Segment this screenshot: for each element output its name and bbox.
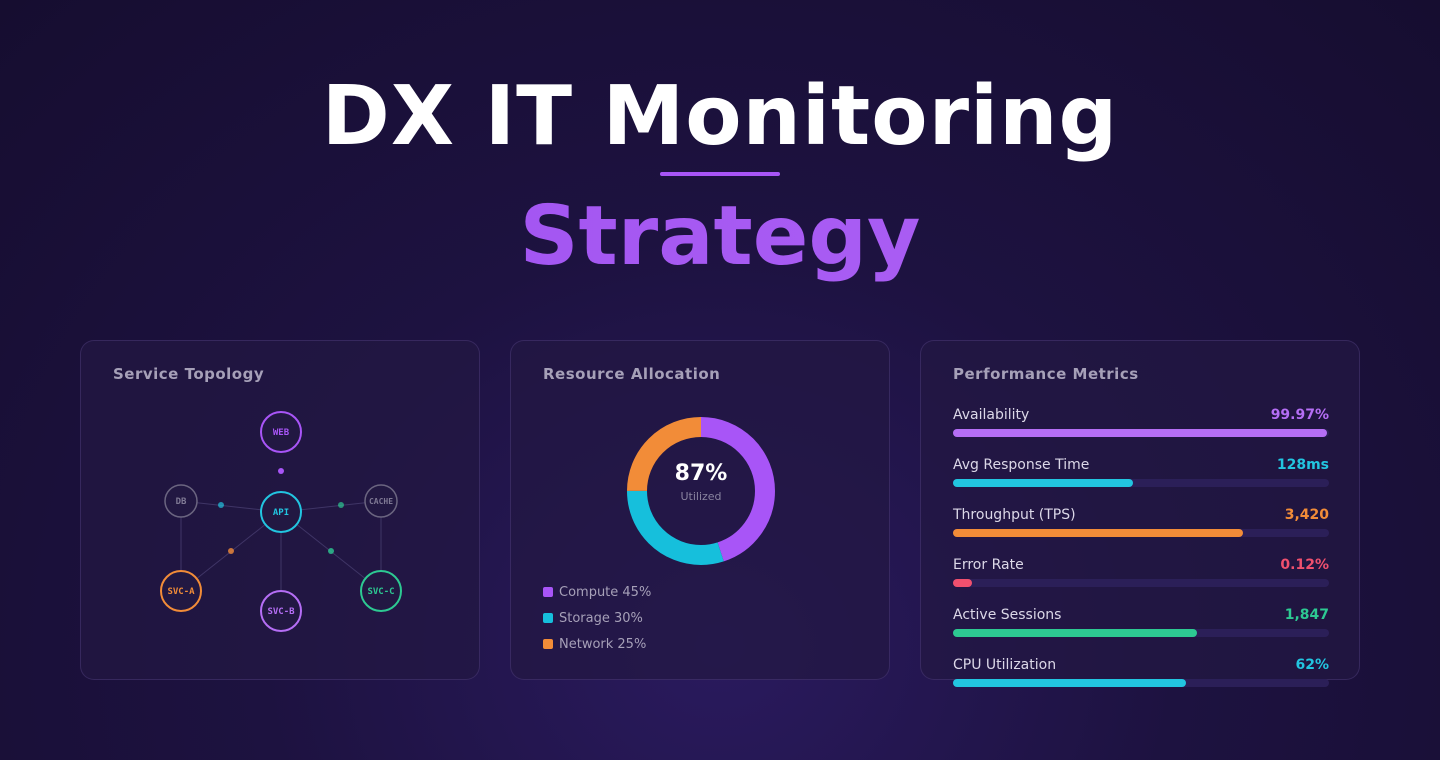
node-label-db: DB <box>176 497 187 507</box>
metric-track <box>953 579 1329 587</box>
metric-throughput: Throughput (TPS) 3,420 <box>953 507 1329 557</box>
node-svc-a[interactable]: SVC-A <box>160 570 202 612</box>
metric-cpu-utilization: CPU Utilization 62% <box>953 657 1329 707</box>
resource-allocation-card: Resource Allocation 87% Utilized Compute… <box>510 340 890 680</box>
legend-swatch <box>543 639 553 649</box>
metric-label: Avg Response Time <box>953 457 1090 473</box>
metric-fill <box>953 629 1198 637</box>
metric-value: 1,847 <box>1284 607 1329 623</box>
metric-track <box>953 529 1329 537</box>
metric-value: 0.12% <box>1280 557 1329 573</box>
node-svc-c[interactable]: SVC-C <box>360 570 402 612</box>
metric-label: Error Rate <box>953 557 1024 573</box>
node-label-cache: CACHE <box>369 497 393 506</box>
metric-label: CPU Utilization <box>953 657 1057 673</box>
donut-segment-network <box>627 417 775 565</box>
legend-swatch <box>543 587 553 597</box>
packet-dot <box>328 548 334 554</box>
card-title: Service Topology <box>113 365 265 383</box>
donut-segment-storage <box>627 417 775 565</box>
metric-label: Active Sessions <box>953 607 1062 623</box>
legend-item-storage: Storage 30% <box>543 605 651 631</box>
metric-fill <box>953 579 972 587</box>
legend-item-compute: Compute 45% <box>543 579 651 605</box>
node-label-svc-c: SVC-C <box>367 587 394 597</box>
metric-label: Throughput (TPS) <box>953 507 1076 523</box>
legend-label: Compute 45% <box>559 584 652 600</box>
metric-error-rate: Error Rate 0.12% <box>953 557 1329 607</box>
node-label-svc-a: SVC-A <box>167 587 195 597</box>
packet-dot <box>218 502 224 508</box>
node-cache[interactable]: CACHE <box>364 484 398 518</box>
card-title: Performance Metrics <box>953 365 1139 383</box>
node-api[interactable]: API <box>260 491 302 533</box>
performance-metrics-card: Performance Metrics Availability 99.97% … <box>920 340 1360 687</box>
metric-active-sessions: Active Sessions 1,847 <box>953 607 1329 657</box>
page-title: DX IT Monitoring <box>321 69 1119 164</box>
metric-availability: Availability 99.97% <box>953 407 1329 457</box>
node-svc-b[interactable]: SVC-B <box>260 590 302 632</box>
packet-dot <box>338 502 344 508</box>
utilization-value: 87% <box>674 461 728 486</box>
packet-dot <box>278 468 284 474</box>
legend-label: Network 25% <box>559 636 647 652</box>
metric-value: 128ms <box>1276 457 1329 473</box>
topology-graph: WEB DB API CACHE SVC-A SVC-B SVC-C <box>160 411 402 632</box>
metric-fill <box>953 429 1328 437</box>
utilization-label: Utilized <box>680 490 722 503</box>
metric-response-time: Avg Response Time 128ms <box>953 457 1329 507</box>
metric-value: 3,420 <box>1284 507 1329 523</box>
legend-swatch <box>543 613 553 623</box>
service-topology-card: Service Topology WEB DB API <box>80 340 480 680</box>
legend-label: Storage 30% <box>559 610 643 626</box>
node-label-svc-b: SVC-B <box>267 607 295 617</box>
metric-track <box>953 629 1329 637</box>
metric-fill <box>953 679 1187 687</box>
donut-legend: Compute 45% Storage 30% Network 25% <box>543 579 651 657</box>
metric-fill <box>953 529 1243 537</box>
title-divider <box>660 172 780 176</box>
donut-chart <box>627 417 775 565</box>
metric-track <box>953 429 1329 437</box>
card-title: Resource Allocation <box>543 365 721 383</box>
page-subtitle: Strategy <box>0 192 1440 282</box>
node-label-web: WEB <box>273 428 290 438</box>
metrics-list: Availability 99.97% Avg Response Time 12… <box>953 407 1329 707</box>
packet-dot <box>228 548 234 554</box>
node-web[interactable]: WEB <box>260 411 302 453</box>
donut-center: 87% Utilized <box>626 461 776 503</box>
legend-item-network: Network 25% <box>543 631 651 657</box>
node-db[interactable]: DB <box>164 484 198 518</box>
metric-label: Availability <box>953 407 1030 423</box>
metric-value: 62% <box>1295 657 1329 673</box>
metric-track <box>953 479 1329 487</box>
metric-value: 99.97% <box>1270 407 1329 423</box>
metric-fill <box>953 479 1134 487</box>
node-label-api: API <box>273 508 289 518</box>
metric-track <box>953 679 1329 687</box>
